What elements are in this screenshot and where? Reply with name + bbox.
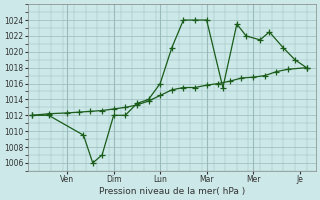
X-axis label: Pression niveau de la mer( hPa ): Pression niveau de la mer( hPa ) bbox=[99, 187, 245, 196]
